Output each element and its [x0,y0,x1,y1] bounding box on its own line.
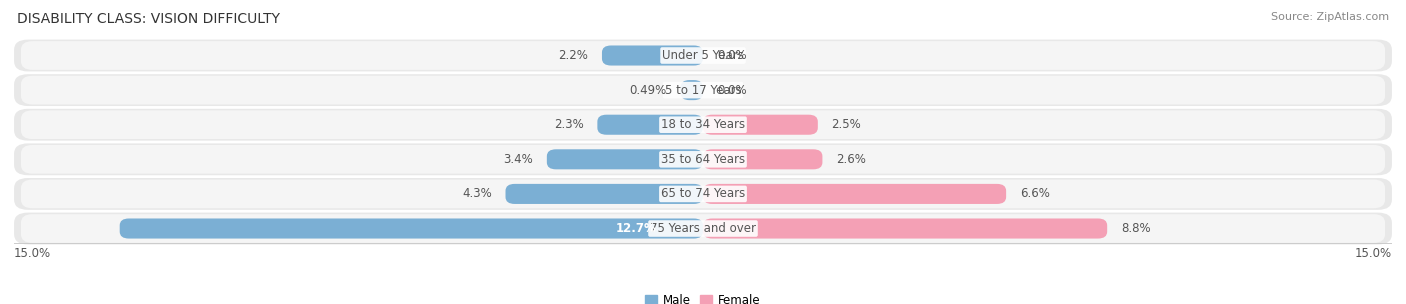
Text: 35 to 64 Years: 35 to 64 Years [661,153,745,166]
FancyBboxPatch shape [547,149,703,169]
FancyBboxPatch shape [598,115,703,135]
FancyBboxPatch shape [21,145,1385,174]
FancyBboxPatch shape [14,40,1392,71]
Text: 2.3%: 2.3% [554,118,583,131]
FancyBboxPatch shape [703,219,1107,239]
Text: 12.7%: 12.7% [616,222,657,235]
Text: 18 to 34 Years: 18 to 34 Years [661,118,745,131]
FancyBboxPatch shape [14,74,1392,106]
Text: 0.0%: 0.0% [717,84,747,97]
Text: 65 to 74 Years: 65 to 74 Years [661,188,745,200]
Text: 8.8%: 8.8% [1121,222,1150,235]
FancyBboxPatch shape [21,110,1385,139]
Text: DISABILITY CLASS: VISION DIFFICULTY: DISABILITY CLASS: VISION DIFFICULTY [17,12,280,26]
FancyBboxPatch shape [21,180,1385,208]
Text: Source: ZipAtlas.com: Source: ZipAtlas.com [1271,12,1389,22]
Text: 6.6%: 6.6% [1019,188,1050,200]
FancyBboxPatch shape [14,109,1392,141]
FancyBboxPatch shape [681,80,703,100]
Text: 2.6%: 2.6% [837,153,866,166]
FancyBboxPatch shape [14,212,1392,244]
Text: 2.5%: 2.5% [831,118,862,131]
FancyBboxPatch shape [21,214,1385,243]
FancyBboxPatch shape [703,115,818,135]
FancyBboxPatch shape [14,143,1392,175]
Text: 2.2%: 2.2% [558,49,588,62]
FancyBboxPatch shape [703,149,823,169]
Text: 5 to 17 Years: 5 to 17 Years [665,84,741,97]
FancyBboxPatch shape [506,184,703,204]
FancyBboxPatch shape [14,178,1392,210]
Text: 15.0%: 15.0% [14,247,51,260]
Text: 15.0%: 15.0% [1355,247,1392,260]
FancyBboxPatch shape [703,184,1007,204]
FancyBboxPatch shape [21,76,1385,105]
Text: 0.0%: 0.0% [717,49,747,62]
Text: 4.3%: 4.3% [463,188,492,200]
FancyBboxPatch shape [602,46,703,66]
Text: 75 Years and over: 75 Years and over [650,222,756,235]
Text: 3.4%: 3.4% [503,153,533,166]
Text: Under 5 Years: Under 5 Years [662,49,744,62]
FancyBboxPatch shape [120,219,703,239]
Legend: Male, Female: Male, Female [641,289,765,304]
FancyBboxPatch shape [21,41,1385,70]
Text: 0.49%: 0.49% [630,84,666,97]
